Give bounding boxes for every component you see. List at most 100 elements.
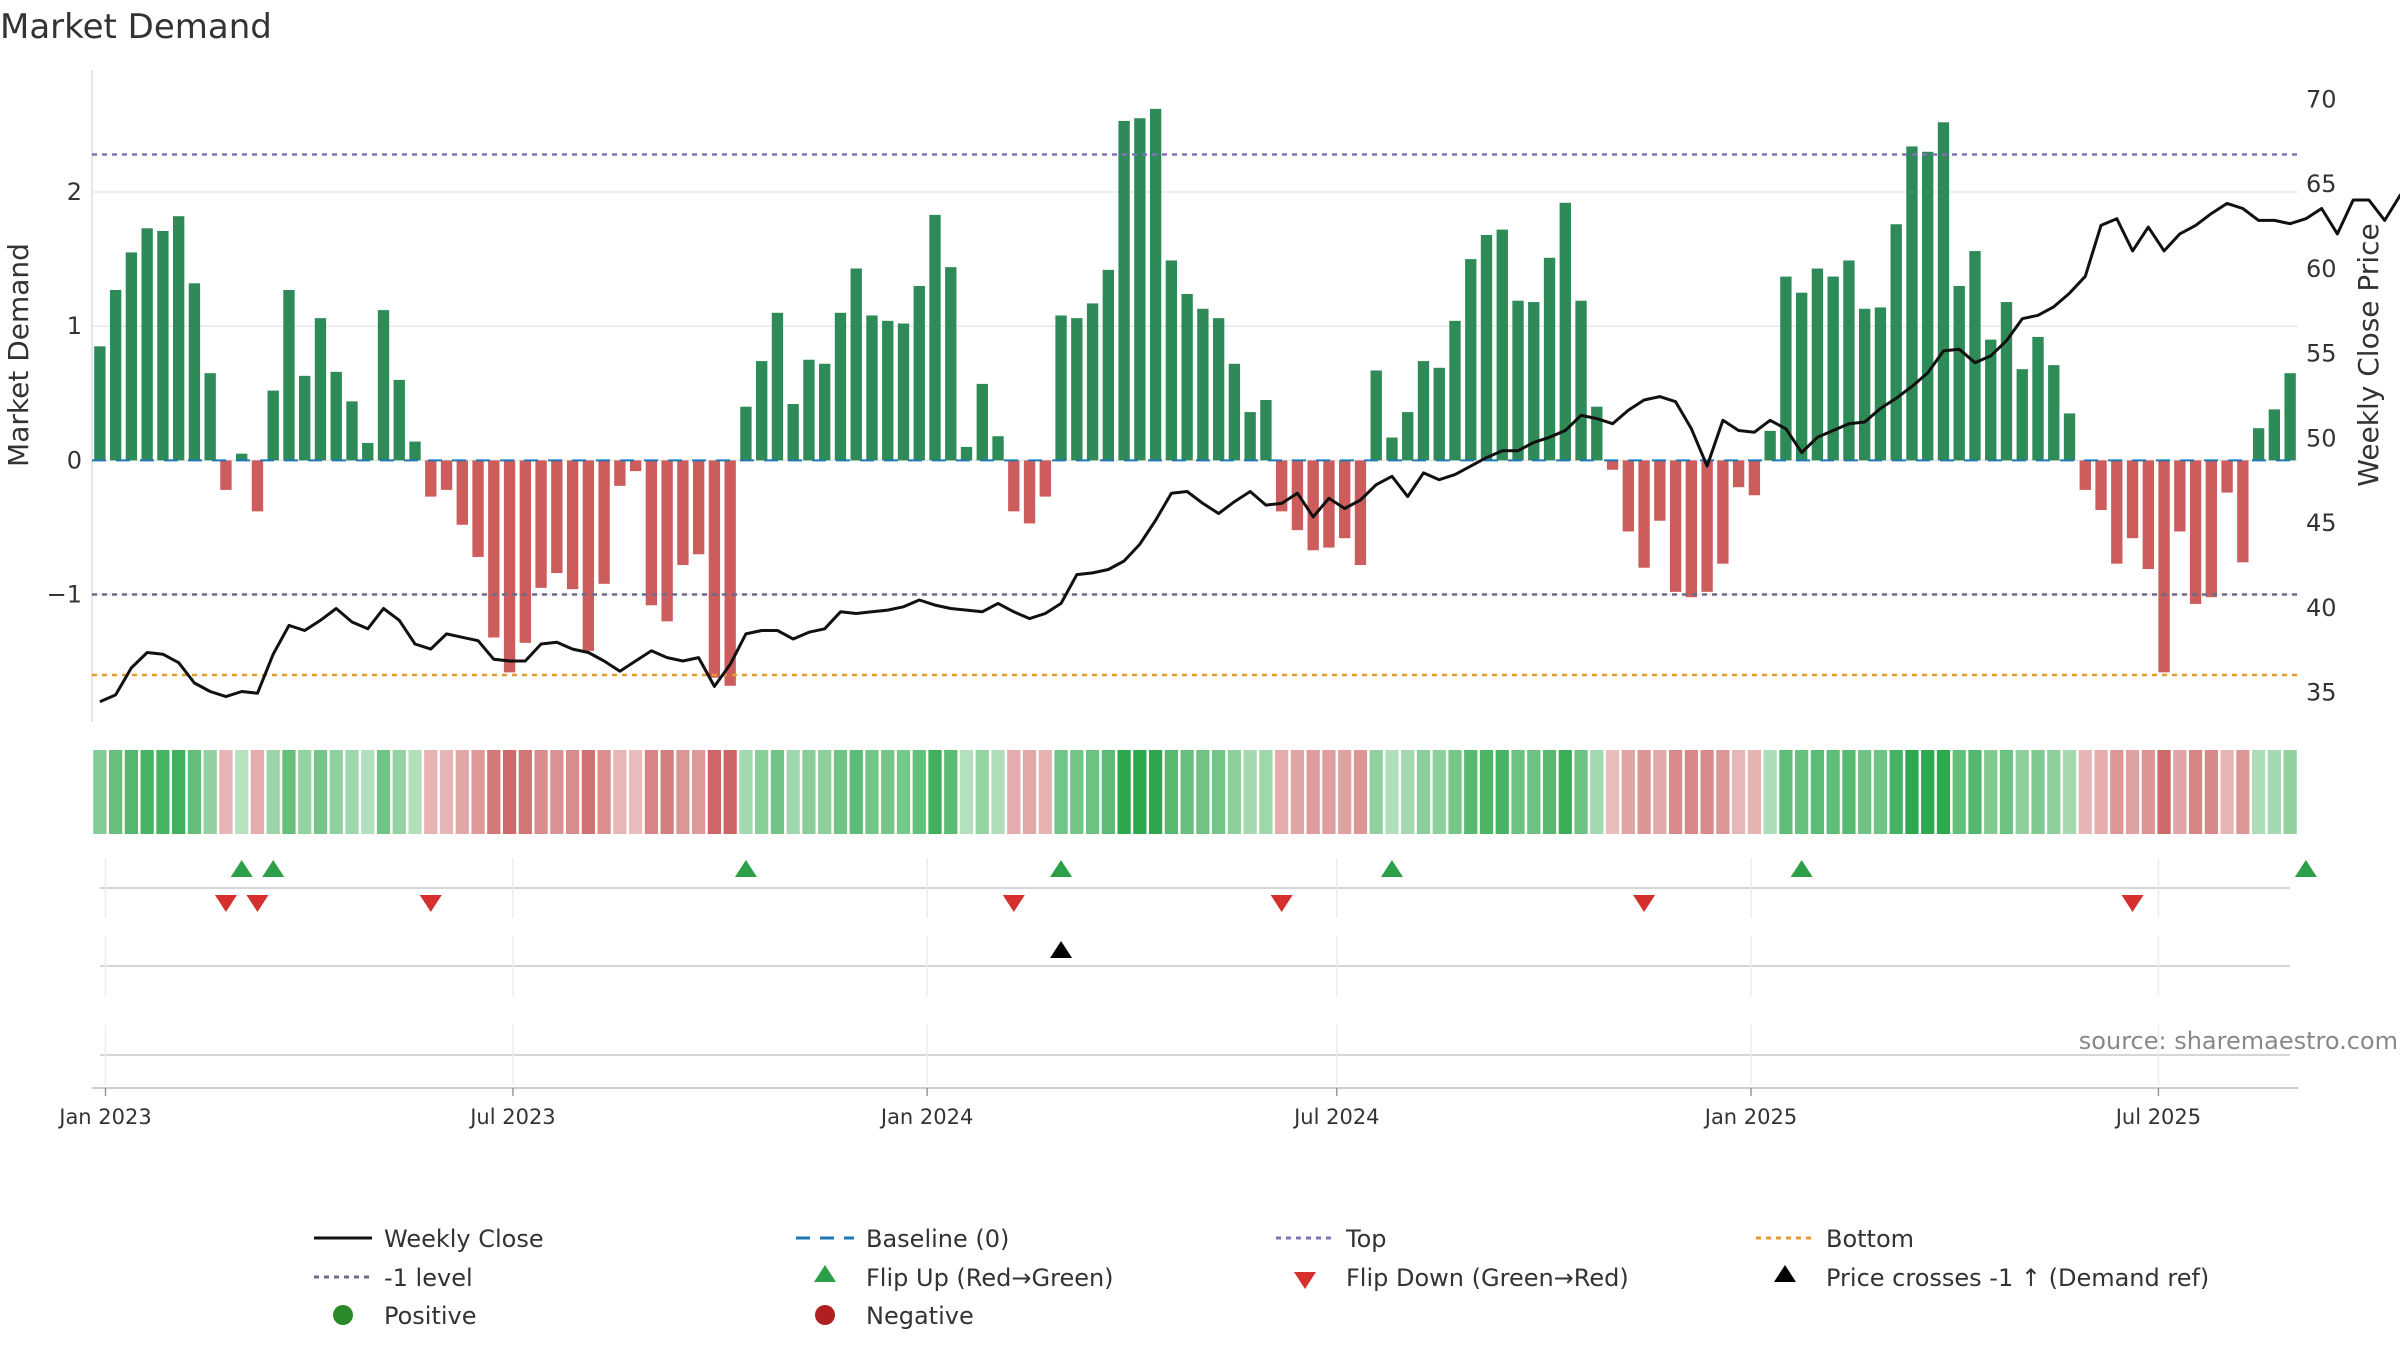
demand-bar	[1669, 460, 1682, 592]
demand-bar	[1906, 146, 1918, 461]
demand-bar	[2032, 336, 2044, 461]
demand-bar	[172, 216, 185, 461]
flip-down-marker	[419, 895, 442, 912]
strip-cell	[124, 750, 139, 834]
demand-bar	[2126, 460, 2139, 539]
strip-cell	[1873, 750, 1888, 834]
flip-up-marker	[2294, 860, 2317, 877]
demand-bar	[220, 460, 232, 490]
legend-item: -1 level	[314, 1264, 473, 1292]
demand-bar	[2111, 460, 2123, 564]
demand-heat-strip	[93, 750, 2297, 834]
demand-bar	[141, 228, 153, 461]
strip-cell	[1022, 750, 1037, 834]
strip-cell	[282, 750, 296, 834]
demand-bar	[1023, 460, 1036, 524]
demand-bar	[519, 460, 531, 643]
strip-cell	[1275, 750, 1289, 834]
x-tick-label: Jan 2025	[1703, 1105, 1798, 1129]
strip-cell	[1590, 750, 1604, 834]
legend-item: Weekly Close	[314, 1225, 544, 1253]
demand-bar	[960, 446, 973, 461]
strip-cell	[2110, 750, 2124, 834]
y2-tick-label: 40	[2306, 594, 2337, 622]
demand-bar	[1780, 276, 1792, 461]
demand-bar	[1496, 229, 1508, 461]
demand-bar	[109, 289, 122, 461]
demand-bar	[819, 363, 831, 461]
flip-up-marker	[262, 860, 285, 877]
strip-cell	[1605, 750, 1620, 834]
strip-cell	[1196, 750, 1210, 834]
demand-bar	[692, 460, 705, 555]
strip-cell	[392, 750, 406, 834]
strip-cell	[298, 750, 312, 834]
demand-bar	[188, 283, 201, 461]
demand-bar	[866, 315, 878, 461]
flip-up-marker	[1050, 860, 1073, 877]
demand-bar	[1843, 260, 1855, 461]
demand-bar	[645, 460, 658, 606]
demand-bar	[1055, 315, 1067, 461]
x-tick-label: Jul 2023	[468, 1105, 555, 1129]
legend-label: -1 level	[384, 1264, 473, 1292]
demand-bar	[125, 252, 138, 461]
strip-cell	[1038, 750, 1052, 834]
demand-bar	[1748, 460, 1761, 496]
demand-bar	[677, 460, 689, 566]
strip-cell	[1101, 750, 1115, 834]
x-tick-label: Jul 2025	[2114, 1105, 2201, 1129]
strip-cell	[2094, 750, 2108, 834]
demand-bar	[1212, 318, 1225, 461]
demand-bar	[1039, 460, 1051, 497]
y-tick-label: 2	[67, 178, 82, 206]
demand-bar	[614, 460, 626, 486]
demand-bar	[1969, 251, 1981, 461]
demand-bar	[1717, 460, 1729, 564]
strip-cell	[2188, 750, 2203, 834]
strip-cell	[1574, 750, 1588, 834]
strip-cell	[2047, 750, 2061, 834]
legend-label: Positive	[384, 1302, 477, 1330]
legend-item: Top	[1276, 1225, 1387, 1253]
demand-bar	[1433, 367, 1445, 461]
cross-up-marker	[1050, 941, 1073, 958]
strip-cell	[1148, 750, 1163, 834]
demand-bar	[661, 460, 673, 622]
demand-bar	[330, 371, 342, 461]
weekly-close-line	[99, 193, 2400, 704]
strip-cell	[2078, 750, 2092, 834]
strip-cell	[361, 750, 375, 834]
strip-cell	[1164, 750, 1178, 834]
strip-cell	[581, 750, 595, 834]
demand-bar	[409, 441, 421, 461]
strip-cell	[1984, 750, 1998, 834]
demand-bar	[629, 460, 642, 472]
strip-cell	[1448, 750, 1462, 834]
demand-bar	[1449, 320, 1461, 461]
legend-item: Price crosses -1 ↑ (Demand ref)	[1774, 1264, 2209, 1292]
strip-cell	[565, 750, 580, 834]
demand-bar	[1118, 120, 1130, 461]
demand-bar	[1622, 460, 1634, 532]
strip-cell	[2204, 750, 2218, 834]
strip-cell	[1401, 750, 1415, 834]
strip-cell	[692, 750, 706, 834]
flip-down-marker	[1270, 895, 1293, 912]
demand-bar	[2158, 460, 2170, 673]
x-tick-label: Jan 2024	[879, 1105, 974, 1129]
strip-cell	[1921, 750, 1935, 834]
strip-cell	[723, 750, 737, 834]
strip-cell	[833, 750, 848, 834]
strip-cell	[896, 750, 911, 834]
strip-cell	[487, 750, 501, 834]
strip-cell	[1779, 750, 1793, 834]
demand-bar	[299, 375, 311, 461]
demand-bar	[393, 379, 405, 461]
legend: Weekly Close Baseline (0) Top Bottom -1 leve…	[314, 1225, 2209, 1330]
demand-bar	[771, 312, 784, 461]
strip-cell	[2220, 750, 2234, 834]
strip-cell	[172, 750, 186, 834]
legend-swatch	[815, 1305, 835, 1325]
